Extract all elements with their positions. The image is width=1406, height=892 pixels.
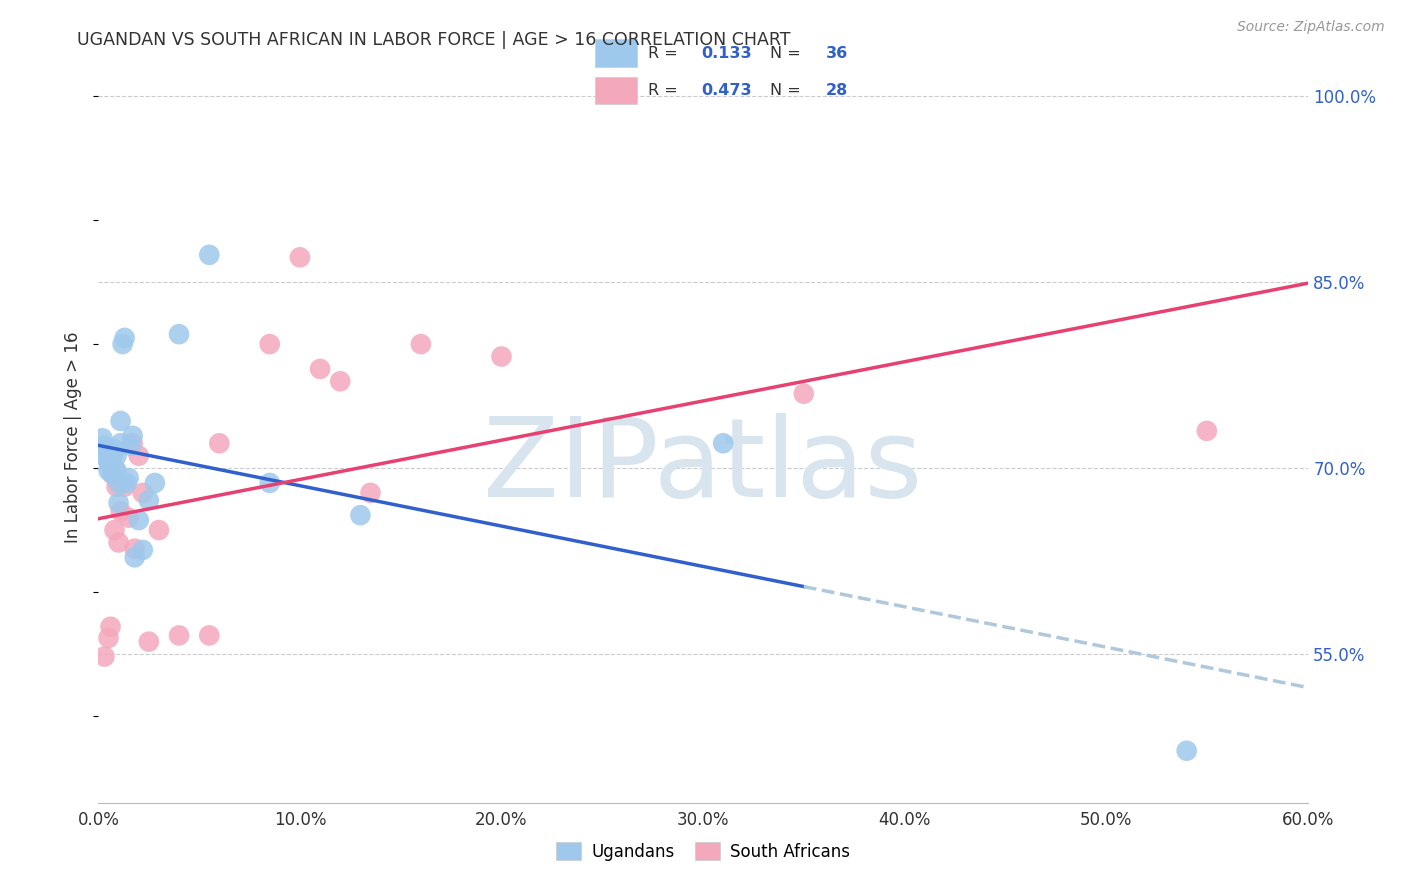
Point — [97, 455, 120, 469]
Text: 0.473: 0.473 — [702, 83, 752, 98]
Point — [103, 442, 125, 457]
Point — [96, 451, 118, 466]
Point — [103, 523, 125, 537]
Point — [208, 436, 231, 450]
Point — [103, 461, 125, 475]
Point — [100, 446, 122, 460]
Point — [118, 510, 141, 524]
Point — [107, 535, 129, 549]
Text: R =: R = — [648, 45, 683, 61]
Point — [143, 475, 166, 490]
Point — [121, 436, 143, 450]
Text: N =: N = — [769, 83, 806, 98]
Point — [148, 523, 170, 537]
Point — [132, 486, 155, 500]
Point — [491, 350, 513, 364]
Point — [114, 331, 136, 345]
Point — [259, 337, 281, 351]
Point — [101, 467, 124, 482]
Point — [1195, 424, 1218, 438]
Point — [105, 480, 128, 494]
Point — [360, 486, 382, 500]
Point — [100, 458, 122, 473]
Point — [121, 429, 143, 443]
Point — [110, 414, 132, 428]
Point — [107, 496, 129, 510]
Point — [198, 248, 221, 262]
Point — [138, 634, 160, 648]
Text: N =: N = — [769, 45, 806, 61]
Point — [105, 464, 128, 478]
Legend: Ugandans, South Africans: Ugandans, South Africans — [550, 836, 856, 868]
FancyBboxPatch shape — [595, 78, 637, 104]
Point — [132, 542, 155, 557]
Point — [97, 443, 120, 458]
Point — [118, 471, 141, 485]
Point — [101, 449, 124, 463]
Point — [110, 436, 132, 450]
Point — [101, 467, 124, 482]
Point — [309, 362, 332, 376]
Point — [100, 620, 122, 634]
Point — [93, 649, 115, 664]
Point — [329, 374, 352, 388]
Point — [105, 449, 128, 463]
Text: 28: 28 — [825, 83, 848, 98]
Point — [120, 439, 142, 453]
Point — [167, 628, 190, 642]
Point — [128, 449, 150, 463]
Point — [93, 439, 115, 453]
Point — [793, 386, 815, 401]
Point — [91, 431, 114, 445]
Text: UGANDAN VS SOUTH AFRICAN IN LABOR FORCE | AGE > 16 CORRELATION CHART: UGANDAN VS SOUTH AFRICAN IN LABOR FORCE … — [77, 31, 790, 49]
Point — [349, 508, 371, 523]
Text: 0.133: 0.133 — [702, 45, 752, 61]
Point — [167, 327, 190, 342]
Point — [97, 464, 120, 478]
Point — [128, 513, 150, 527]
Point — [198, 628, 221, 642]
Point — [124, 541, 146, 556]
Point — [110, 504, 132, 518]
Point — [124, 550, 146, 565]
Point — [288, 250, 311, 264]
Point — [97, 631, 120, 645]
Point — [114, 480, 136, 494]
Text: R =: R = — [648, 83, 683, 98]
Point — [107, 475, 129, 490]
FancyBboxPatch shape — [595, 39, 637, 67]
Point — [1175, 744, 1198, 758]
Point — [409, 337, 432, 351]
Point — [115, 475, 138, 490]
Text: ZIPatlas: ZIPatlas — [484, 413, 922, 520]
Point — [138, 493, 160, 508]
Text: 36: 36 — [825, 45, 848, 61]
Y-axis label: In Labor Force | Age > 16: In Labor Force | Age > 16 — [65, 331, 83, 543]
Text: Source: ZipAtlas.com: Source: ZipAtlas.com — [1237, 20, 1385, 34]
Point — [711, 436, 734, 450]
Point — [96, 442, 118, 457]
Point — [111, 337, 134, 351]
Point — [259, 475, 281, 490]
